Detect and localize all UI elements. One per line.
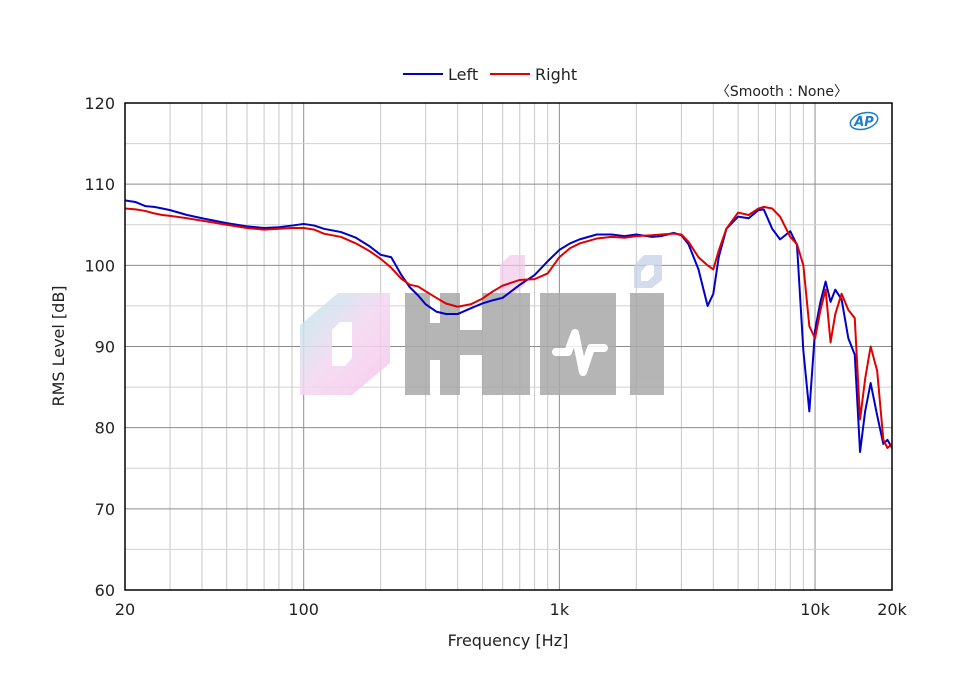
y-tick-label: 100 bbox=[84, 256, 115, 275]
watermark-c-mark bbox=[300, 293, 390, 395]
series-lines bbox=[124, 199, 893, 454]
legend-label-left: Left bbox=[448, 65, 478, 84]
x-tick-label: 10k bbox=[800, 600, 830, 619]
y-axis-label: RMS Level [dB] bbox=[49, 285, 68, 406]
x-axis-label: Frequency [Hz] bbox=[448, 631, 569, 650]
y-tick-label: 120 bbox=[84, 94, 115, 113]
x-tick-labels: 20 100 1k 10k 20k bbox=[115, 600, 908, 619]
watermark-i-block bbox=[630, 293, 664, 395]
plot-border bbox=[124, 102, 893, 591]
legend-label-right: Right bbox=[535, 65, 577, 84]
smooth-note: 〈Smooth : None〉 bbox=[716, 84, 848, 100]
chifi-watermark-logo bbox=[300, 255, 664, 395]
series-line-left bbox=[124, 199, 893, 454]
x-tick-label: 20k bbox=[877, 600, 907, 619]
y-tick-label: 110 bbox=[84, 175, 115, 194]
x-tick-label: 1k bbox=[550, 600, 570, 619]
y-tick-label: 60 bbox=[95, 581, 115, 600]
y-tick-label: 70 bbox=[95, 500, 115, 519]
y-tick-label: 80 bbox=[95, 419, 115, 438]
series-line-right bbox=[124, 205, 893, 449]
legend: Left Right bbox=[403, 65, 577, 84]
y-tick-labels: 60 70 80 90 100 110 120 bbox=[84, 94, 115, 600]
svg-text:AP: AP bbox=[853, 115, 874, 130]
x-tick-label: 20 bbox=[115, 600, 135, 619]
ap-logo: AP bbox=[849, 111, 879, 131]
y-tick-label: 90 bbox=[95, 338, 115, 357]
x-tick-label: 100 bbox=[288, 600, 319, 619]
